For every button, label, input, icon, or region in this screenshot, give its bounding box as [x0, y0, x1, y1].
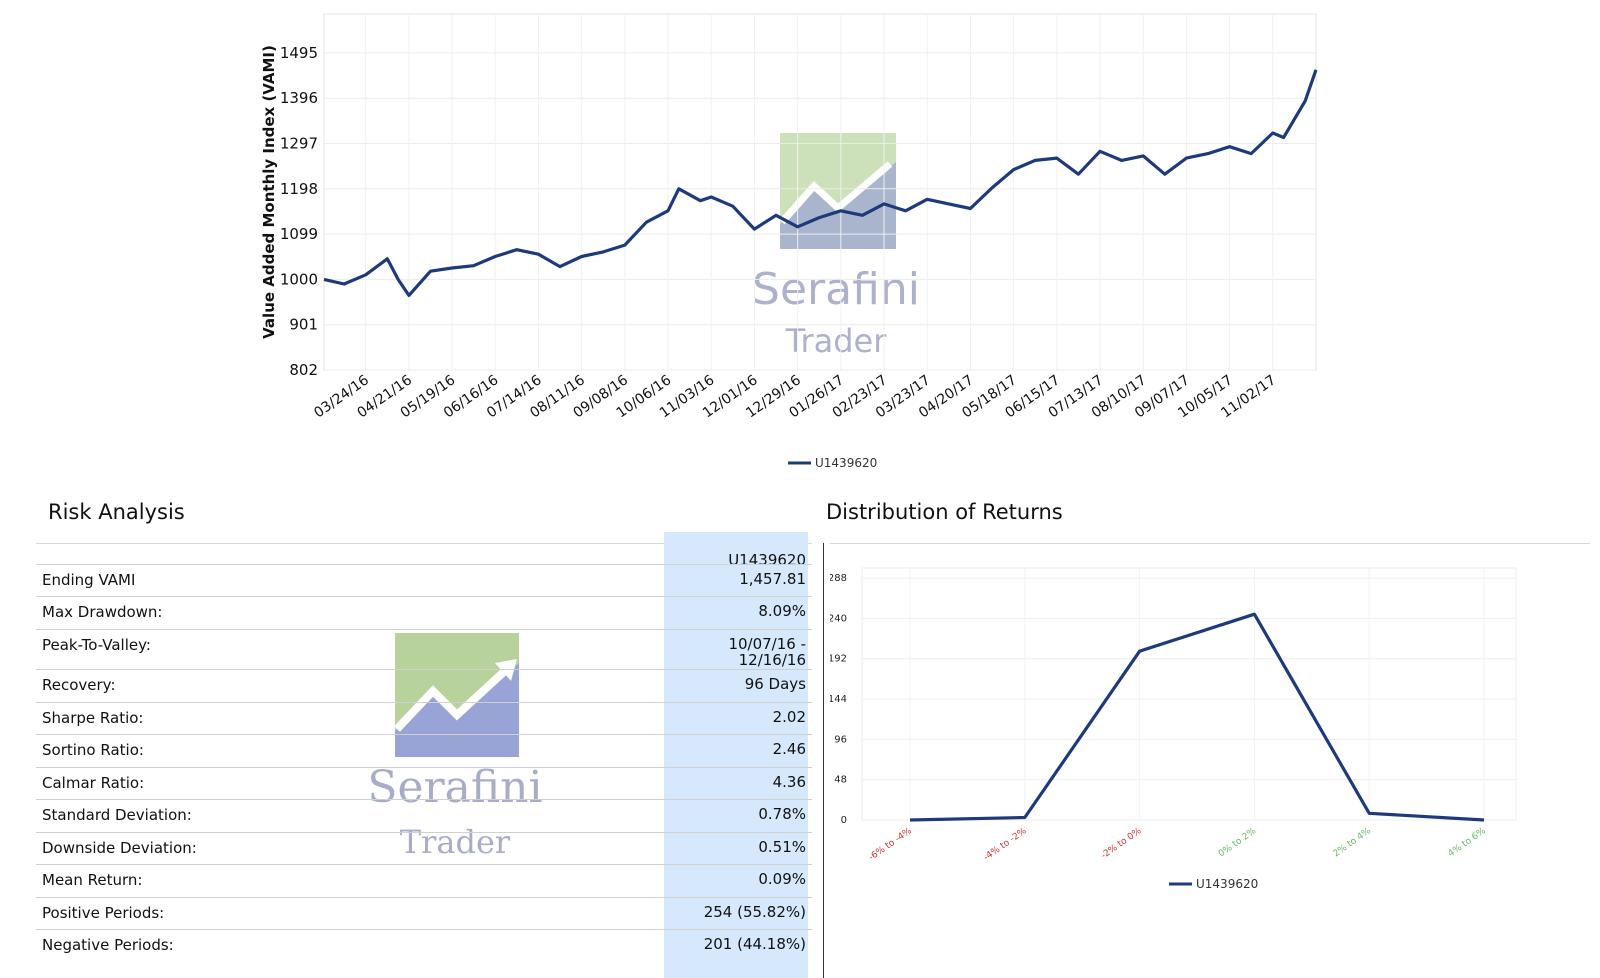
risk-table-row: Sortino Ratio: 2.46: [36, 734, 812, 767]
distribution-y-tick-label: 48: [834, 775, 847, 786]
risk-row-value: 4.36: [772, 773, 806, 791]
risk-table-row: Positive Periods: 254 (55.82%): [36, 897, 812, 929]
distribution-x-tick-label: -6% to -4%: [867, 826, 914, 863]
watermark-logo: Serafini Trader: [752, 133, 920, 360]
risk-row-label: Recovery:: [42, 676, 116, 694]
vami-legend-label: U1439620: [815, 456, 877, 470]
distribution-y-tick-label: 0: [841, 815, 847, 826]
vami-legend: U1439620: [788, 456, 877, 470]
distribution-x-tick-label: 2% to 4%: [1332, 826, 1374, 859]
watermark-serafini: Serafini: [367, 762, 543, 813]
watermark-trader: Trader: [399, 823, 511, 861]
vami-y-tick-label: 1099: [280, 225, 318, 243]
distribution-title: Distribution of Returns: [826, 500, 1063, 524]
distribution-x-tick-label: 0% to 2%: [1217, 826, 1259, 859]
vami-y-tick-label: 1495: [280, 44, 318, 62]
risk-row-label: Sharpe Ratio:: [42, 709, 144, 727]
risk-table-row: Recovery: 96 Days: [36, 669, 812, 702]
risk-table-row: Calmar Ratio: 4.36: [36, 767, 812, 799]
distribution-x-tick-label: -2% to 0%: [1099, 826, 1143, 861]
risk-table-row: Downside Deviation: 0.51%: [36, 832, 812, 864]
distribution-x-axis: -6% to -4% -4% to -2% -2% to 0% 0% to 2% 2% …: [867, 826, 1488, 863]
risk-row-label: Downside Deviation:: [42, 839, 197, 857]
risk-table-row: Standard Deviation: 0.78%: [36, 799, 812, 832]
vami-y-tick-label: 1000: [280, 270, 318, 288]
risk-table-row: Negative Periods: 201 (44.18%): [36, 929, 812, 962]
risk-row-label: Negative Periods:: [42, 936, 174, 954]
risk-title-rule: [36, 543, 812, 544]
vami-y-tick-label: 1198: [280, 180, 318, 198]
vami-series-line: [323, 69, 1318, 297]
distribution-line-chart: 0 48 96 144 192 240 288 -6% to -4% -4% to -2% -2…: [830, 567, 1517, 891]
risk-row-label: Sortino Ratio:: [42, 741, 144, 759]
risk-row-value: 8.09%: [758, 602, 806, 620]
vami-line-chart: Serafini Trader 802 901 1000 1099 1198 1297 139…: [260, 13, 1318, 470]
distribution-y-tick-label: 96: [834, 734, 847, 745]
watermark-logo: [395, 633, 519, 757]
risk-row-label: Peak-To-Valley:: [42, 636, 151, 654]
section-divider: [823, 543, 824, 978]
vami-y-tick-label: 1396: [280, 89, 318, 107]
distribution-y-axis: 0 48 96 144 192 240 288: [830, 573, 847, 826]
risk-table-row: Peak-To-Valley: 10/07/16 -12/16/16: [36, 629, 812, 669]
risk-row-value: 96 Days: [744, 675, 806, 693]
risk-row-value: 254 (55.82%): [703, 903, 806, 921]
distribution-y-tick-label: 144: [830, 694, 847, 705]
distribution-legend: U1439620: [1169, 877, 1258, 891]
risk-row-value: 201 (44.18%): [703, 935, 806, 953]
watermark-serafini: Serafini: [752, 264, 920, 315]
watermark-trader: Trader: [785, 322, 888, 360]
risk-table-row: Sharpe Ratio: 2.02: [36, 702, 812, 734]
risk-row-label: Max Drawdown:: [42, 603, 163, 621]
risk-column-highlight: [664, 532, 808, 978]
risk-analysis-title: Risk Analysis: [48, 500, 185, 524]
distribution-x-tick-label: -4% to -2%: [982, 826, 1029, 863]
vami-y-tick-label: 1297: [280, 134, 318, 152]
risk-table-row: Max Drawdown: 8.09%: [36, 596, 812, 629]
vami-x-axis: 03/24/1604/21/1605/19/1606/16/1607/14/16…: [311, 372, 1279, 421]
vami-y-axis: 802 901 1000 1099 1198 1297 1396 1495: [280, 44, 318, 379]
distribution-y-tick-label: 192: [830, 654, 847, 665]
vami-y-axis-label: Value Added Monthly Index (VAMI): [260, 45, 278, 339]
risk-row-value: 10/07/16 -12/16/16: [728, 635, 806, 669]
risk-row-label: Standard Deviation:: [42, 806, 192, 824]
risk-row-value: 2.02: [772, 708, 806, 726]
distribution-series-line: [909, 612, 1485, 822]
distribution-y-tick-label: 288: [830, 573, 847, 584]
risk-table-row: Mean Return: 0.09%: [36, 864, 812, 897]
vami-y-tick-label: 901: [289, 316, 318, 334]
risk-row-label: Ending VAMI: [42, 571, 136, 589]
vami-grid: [323, 13, 1317, 371]
risk-row-value: 0.78%: [758, 805, 806, 823]
risk-row-value: 0.51%: [758, 838, 806, 856]
distribution-grid: [861, 567, 1517, 821]
distribution-y-tick-label: 240: [830, 613, 847, 624]
risk-row-value: 1,457.81: [739, 570, 806, 588]
distribution-legend-label: U1439620: [1196, 877, 1258, 891]
risk-row-label: Calmar Ratio:: [42, 774, 145, 792]
risk-row-value: 0.09%: [758, 870, 806, 888]
distribution-x-tick-label: 4% to 6%: [1447, 826, 1489, 859]
distribution-title-rule: [830, 543, 1590, 544]
risk-row-label: Mean Return:: [42, 871, 143, 889]
risk-row-value: 2.46: [772, 740, 806, 758]
risk-table-row: Ending VAMI 1,457.81: [36, 564, 812, 596]
risk-row-label: Positive Periods:: [42, 904, 165, 922]
vami-y-tick-label: 802: [289, 361, 318, 379]
